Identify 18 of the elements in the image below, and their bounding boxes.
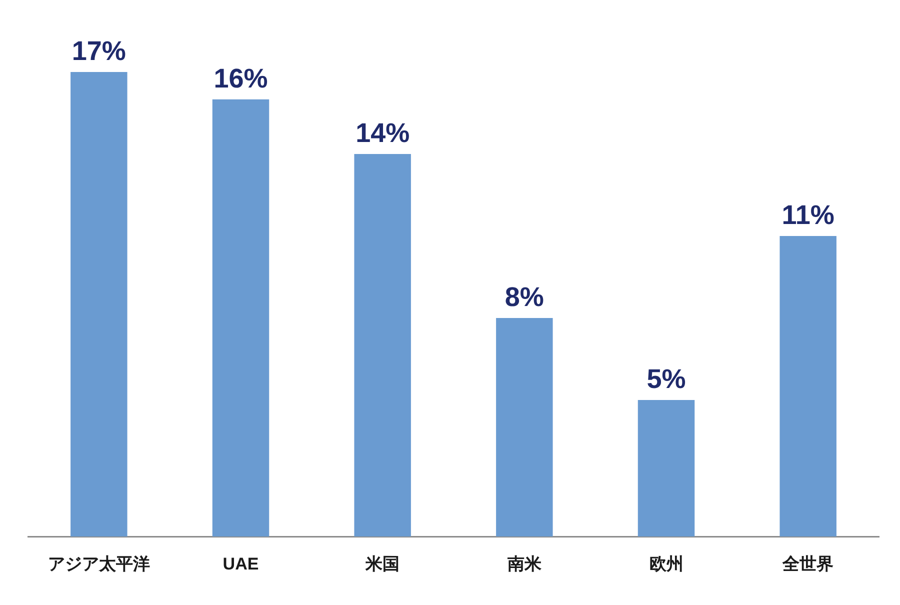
bar bbox=[638, 400, 695, 537]
x-tick-label: 欧州 bbox=[649, 554, 684, 574]
data-label: 5% bbox=[646, 364, 686, 394]
x-tick-label: 米国 bbox=[364, 554, 400, 574]
data-label: 8% bbox=[504, 282, 544, 312]
x-tick-label: 全世界 bbox=[782, 554, 834, 574]
data-label: 11% bbox=[782, 200, 834, 230]
bar bbox=[780, 236, 836, 537]
x-tick-label: 南米 bbox=[506, 554, 542, 574]
x-tick-label: UAE bbox=[222, 554, 259, 574]
bar bbox=[70, 72, 128, 537]
data-label: 17% bbox=[72, 36, 126, 66]
data-label: 16% bbox=[214, 63, 268, 94]
bar bbox=[354, 154, 411, 537]
bar bbox=[496, 318, 553, 537]
x-tick-label: アジア太平洋 bbox=[48, 554, 150, 574]
data-label: 14% bbox=[356, 118, 410, 148]
bar bbox=[212, 99, 270, 537]
